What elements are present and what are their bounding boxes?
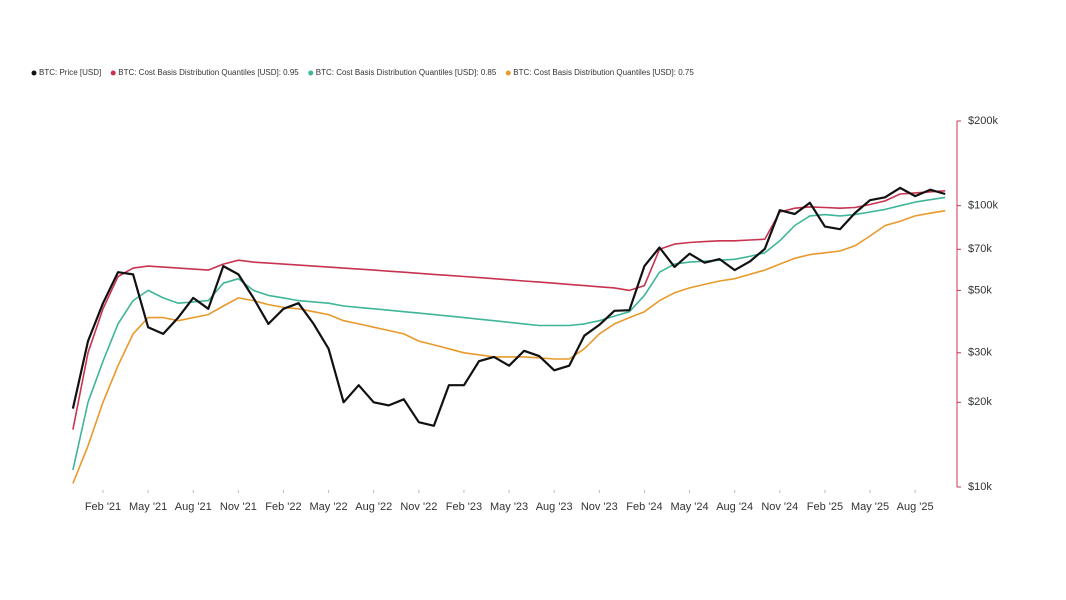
y-tick-label: $200k	[968, 115, 998, 127]
series-line	[71, 186, 946, 427]
x-tick-label: Nov '24	[761, 501, 798, 513]
x-tick-label: Aug '22	[355, 501, 392, 513]
series-line	[72, 196, 946, 471]
legend-marker	[308, 70, 314, 76]
x-tick-label: May '23	[490, 501, 528, 513]
y-tick-label: $30k	[968, 347, 992, 359]
legend: BTC: Price [USD] BTC: Cost Basis Distribu…	[31, 68, 694, 77]
legend-label: BTC: Cost Basis Distribution Quantiles […	[316, 68, 497, 77]
x-tick-label: May '22	[310, 501, 348, 513]
x-tick-label: Feb '24	[626, 501, 662, 513]
x-tick-label: Aug '23	[536, 501, 573, 513]
x-tick-label: Nov '22	[400, 501, 437, 513]
x-tick-label: Feb '23	[446, 501, 482, 513]
y-tick-label: $10k	[968, 481, 992, 493]
legend-marker	[110, 70, 116, 76]
x-tick-label: Feb '22	[265, 501, 301, 513]
x-tick-label: Aug '24	[716, 501, 753, 513]
x-tick-label: May '24	[670, 501, 708, 513]
x-tick-label: May '25	[851, 501, 889, 513]
x-tick-label: Feb '21	[85, 501, 121, 513]
x-tick-label: May '21	[129, 501, 167, 513]
x-tick-label: Nov '23	[581, 501, 618, 513]
y-tick-label: $100k	[968, 200, 998, 212]
legend-label: BTC: Price [USD]	[39, 68, 101, 77]
series-line	[72, 209, 946, 484]
y-tick-label: $50k	[968, 284, 992, 296]
legend-marker	[31, 70, 37, 76]
x-tick-label: Aug '21	[175, 501, 212, 513]
y-tick-label: $20k	[968, 396, 992, 408]
series-line	[72, 190, 946, 430]
x-tick-label: Feb '25	[807, 501, 843, 513]
legend-label: BTC: Cost Basis Distribution Quantiles […	[513, 68, 694, 77]
y-tick-label: $70k	[968, 243, 992, 255]
x-tick-label: Nov '21	[220, 501, 257, 513]
x-tick-label: Aug '25	[897, 501, 934, 513]
legend-label: BTC: Cost Basis Distribution Quantiles […	[118, 68, 299, 77]
legend-marker	[505, 70, 511, 76]
